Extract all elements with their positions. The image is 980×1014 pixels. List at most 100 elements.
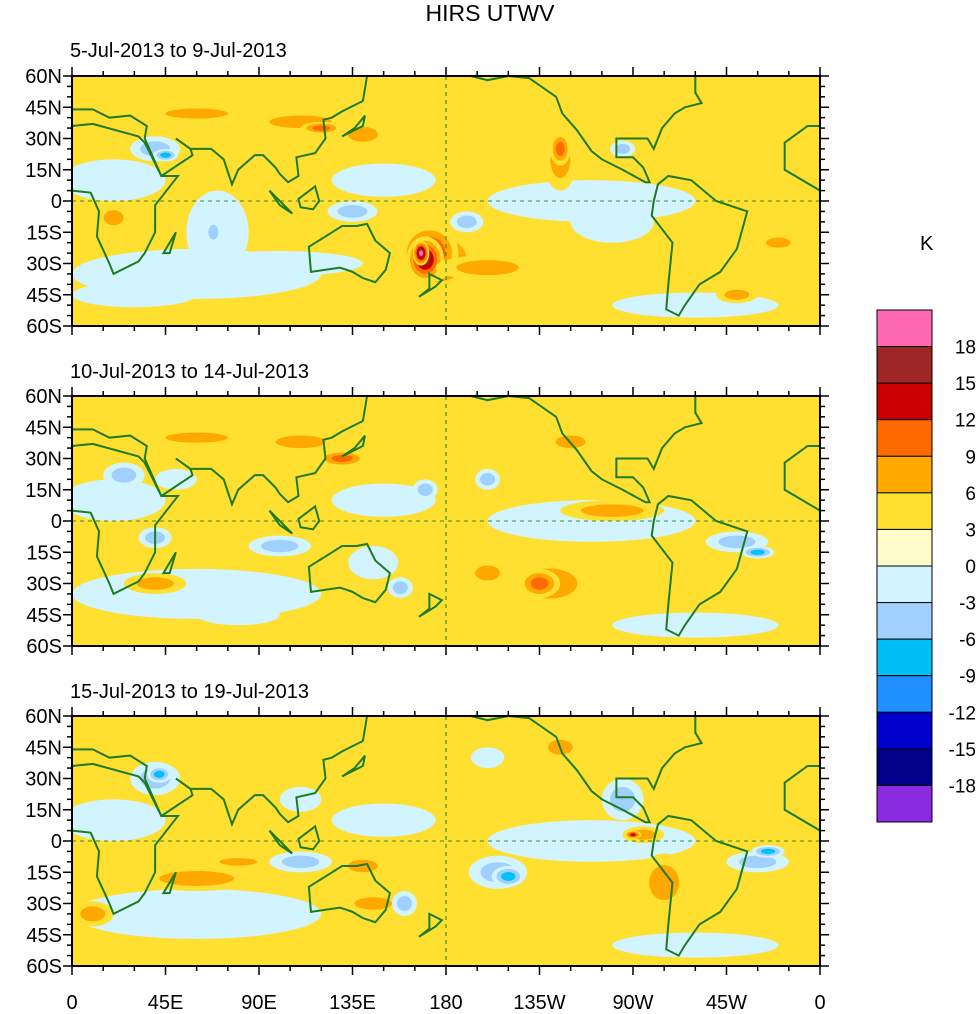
lon-label: 135E — [329, 992, 376, 1014]
anomaly-contour — [419, 250, 423, 256]
anomaly-contour — [103, 210, 124, 226]
panel-1-title: 5-Jul-2013 to 9-Jul-2013 — [70, 40, 287, 62]
map-panels: 60N 45N 30N 15N 0 15S 30S 45S 60S 60N 45N 30N 15N 0 15… — [25, 66, 829, 1014]
anomaly-contour — [747, 757, 810, 779]
coastline — [161, 551, 177, 575]
coastline — [72, 716, 369, 828]
anomaly-contour — [530, 577, 549, 590]
anomaly-contour — [279, 786, 322, 812]
coastline — [650, 174, 749, 317]
lat-label: 45S — [26, 925, 62, 947]
anomaly-contour — [281, 855, 320, 869]
colorbar-label: -12 — [949, 703, 976, 724]
lon-label: 90E — [241, 992, 277, 1014]
anomaly-contour — [72, 743, 176, 764]
anomaly-contour — [72, 282, 197, 308]
lat-label: 45N — [25, 417, 62, 439]
anomaly-contour — [196, 604, 280, 626]
anomaly-contour — [312, 125, 331, 131]
coastline — [470, 396, 704, 504]
anomaly-contour — [456, 215, 477, 229]
lat-label: 0 — [51, 511, 62, 533]
coastline — [418, 592, 444, 618]
map-panel-3 — [72, 716, 820, 966]
anomaly-contour — [196, 251, 363, 276]
coastline — [307, 542, 392, 604]
anomaly-contour — [275, 435, 326, 449]
lat-label: 15N — [25, 480, 62, 502]
anomaly-contour — [331, 483, 436, 517]
anomaly-contour — [261, 539, 299, 553]
lat-label: 60N — [25, 386, 62, 408]
lon-label: 90W — [612, 992, 653, 1014]
anomaly-contour — [612, 612, 779, 638]
colorbar-box — [876, 346, 933, 384]
coastline — [297, 824, 321, 851]
anomaly-contour — [72, 799, 166, 841]
anomaly-contour — [581, 504, 644, 517]
anomaly-contour — [155, 468, 197, 490]
colorbar: 18 15 12 9 6 3 0 -3 -6 -9 -12 -15 -18 — [876, 309, 976, 823]
coastline — [72, 76, 369, 188]
lat-label: 60S — [26, 636, 62, 658]
anomaly-contour — [695, 427, 779, 449]
colorbar-label: 3 — [965, 520, 976, 541]
colorbar-box — [876, 638, 933, 677]
coastline — [268, 509, 293, 535]
coastline — [268, 189, 293, 215]
anomaly-contour — [417, 483, 433, 496]
anomaly-contour — [72, 888, 322, 939]
colorbar-label: 9 — [965, 447, 976, 468]
colorbar-label: -6 — [959, 630, 976, 651]
anomaly-contour — [348, 546, 399, 580]
colorbar-box — [876, 528, 933, 567]
anomaly-contour — [72, 159, 166, 201]
coastline — [341, 114, 366, 138]
colorbar-label: 0 — [965, 557, 976, 578]
lat-label: 30N — [25, 129, 62, 151]
coastline — [297, 184, 321, 211]
colorbar-label: -9 — [959, 667, 976, 688]
lon-label: 135W — [513, 992, 565, 1014]
anomaly-contour — [718, 535, 756, 549]
anomaly-contour — [724, 289, 750, 300]
colorbar-label: -3 — [959, 594, 976, 615]
anomaly-contour — [153, 770, 165, 778]
anomaly-contour — [470, 747, 505, 769]
colorbar-box — [876, 565, 933, 604]
lat-label: 60N — [25, 66, 62, 88]
anomaly-contour — [331, 163, 436, 197]
coastline — [72, 122, 181, 276]
lat-label: 45S — [26, 605, 62, 627]
coastline — [783, 765, 820, 832]
anomaly-contour — [555, 141, 565, 157]
anomaly-contour — [615, 143, 631, 154]
anomaly-contour — [750, 549, 765, 555]
anomaly-contour — [610, 786, 636, 812]
lat-label: 30N — [25, 769, 62, 791]
map-panel-2 — [72, 396, 820, 646]
lat-label: 0 — [51, 191, 62, 213]
colorbar-box — [876, 602, 933, 640]
lon-label: 45E — [148, 992, 184, 1014]
lat-label: 15S — [26, 542, 62, 564]
anomaly-contour — [331, 454, 353, 463]
anomaly-contour — [80, 906, 106, 922]
lat-label: 0 — [51, 831, 62, 853]
anomaly-contour — [160, 152, 171, 158]
anomaly-contour — [72, 479, 166, 521]
anomaly-contour — [765, 237, 791, 248]
coastline — [297, 504, 321, 531]
anomaly-contour — [396, 896, 412, 911]
panel-3-title: 15-Jul-2013 to 19-Jul-2013 — [70, 681, 310, 703]
colorbar-box — [876, 382, 933, 421]
lon-label: 180 — [429, 992, 462, 1014]
anomaly-contour — [518, 893, 602, 914]
coastline — [650, 814, 749, 957]
colorbar-box — [876, 784, 933, 823]
lat-label: 15S — [26, 862, 62, 884]
coastline — [783, 125, 820, 192]
anomaly-contour — [760, 848, 776, 855]
lat-label: 45S — [26, 285, 62, 307]
coastline — [341, 434, 366, 458]
